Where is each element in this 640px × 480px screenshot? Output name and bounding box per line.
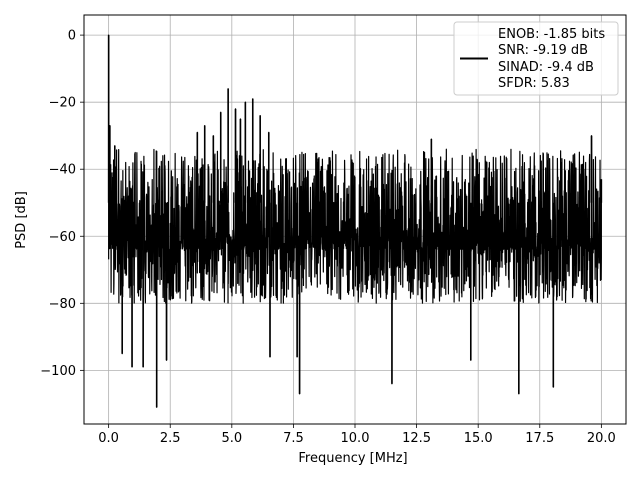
y-ticks: 0 −20 −40 −60 −80 −100 [40,29,84,379]
x-tick-label: 12.5 [402,431,431,446]
y-axis-label: PSD [dB] [14,191,29,249]
x-axis-label: Frequency [MHz] [298,451,407,466]
legend: ENOB: -1.85 bits SNR: -9.19 dB SINAD: -9… [453,21,619,96]
x-tick-label: 10.0 [341,431,370,446]
x-tick-label: 0.0 [98,431,119,446]
x-tick-label: 20.0 [587,431,616,446]
x-tick-label: 2.5 [160,431,181,446]
y-tick-label: −20 [49,96,76,111]
x-tick-label: 17.5 [525,431,554,446]
legend-entry-sfdr: SFDR: 5.83 [498,76,570,91]
x-tick-label: 7.5 [283,431,304,446]
y-tick-label: −80 [49,297,76,312]
y-tick-label: 0 [68,29,76,44]
x-tick-label: 5.0 [221,431,242,446]
legend-box [453,21,619,96]
y-tick-label: −60 [49,230,76,245]
legend-entry-snr: SNR: -9.19 dB [498,43,588,58]
legend-entry-sinad: SINAD: -9.4 dB [498,60,594,75]
x-ticks: 0.0 2.5 5.0 7.5 10.0 12.5 15.0 17.5 20.0 [98,424,616,446]
y-tick-label: −40 [49,163,76,178]
legend-entry-enob: ENOB: -1.85 bits [498,27,605,42]
plot-area [107,34,603,408]
y-tick-label: −100 [40,364,76,379]
x-tick-label: 15.0 [464,431,493,446]
